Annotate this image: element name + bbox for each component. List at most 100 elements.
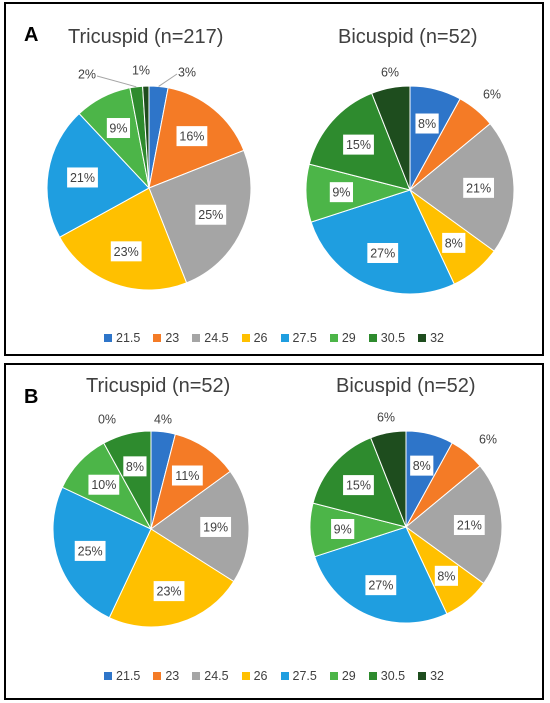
legend-item: 21.5 — [104, 669, 140, 683]
label-box — [74, 540, 106, 561]
legend-label: 21.5 — [116, 331, 141, 345]
legend-item: 24.5 — [192, 331, 229, 345]
slice-label: 8% — [123, 456, 147, 477]
label-box — [67, 167, 98, 188]
slice-label: 16% — [176, 126, 208, 147]
legend-swatch — [368, 672, 377, 680]
legend-swatch — [153, 672, 162, 680]
data-label: 10% — [91, 478, 116, 492]
panel-letter: B — [24, 386, 39, 408]
legend-swatch — [418, 334, 427, 342]
slice-label: 25% — [74, 540, 106, 561]
data-label: 2% — [78, 68, 96, 82]
label-box — [195, 204, 227, 225]
label-box — [171, 465, 203, 486]
legend-swatch — [241, 672, 250, 680]
slice-label: 6% — [479, 433, 497, 447]
slice-label: 19% — [200, 516, 232, 537]
label-box — [200, 516, 232, 537]
data-label: 15% — [346, 479, 371, 493]
pie-slice-32 — [142, 85, 150, 189]
data-label: 8% — [418, 117, 436, 131]
data-label: 19% — [203, 520, 228, 534]
legend-label: 26 — [253, 331, 268, 345]
pie-slice-27-5 — [310, 189, 455, 295]
slice-label: 0% — [98, 413, 116, 427]
label-box — [434, 565, 458, 586]
legend-item: 30.5 — [368, 669, 405, 683]
legend-label: 29 — [341, 669, 356, 683]
data-label: 6% — [483, 88, 501, 102]
label-box — [367, 242, 399, 263]
pie-slice-26 — [58, 187, 188, 291]
slice-label: 11% — [171, 465, 203, 486]
slice-label: 4% — [154, 413, 172, 427]
legend-swatch — [418, 672, 427, 680]
slice-label: 6% — [377, 411, 395, 425]
data-label: 6% — [377, 411, 395, 425]
pie-slice-27-5 — [314, 526, 448, 624]
legend-label: 27.5 — [292, 331, 317, 345]
pie-slice-32 — [371, 85, 411, 191]
data-label: 15% — [346, 138, 371, 152]
data-label: 1% — [132, 64, 150, 78]
legend-swatch — [104, 672, 112, 680]
legend-label: 32 — [430, 669, 444, 683]
data-label: 11% — [175, 469, 199, 483]
chart-title: Tricuspid (n=217) — [68, 26, 224, 48]
label-box — [442, 232, 466, 253]
slice-label: 9% — [106, 118, 131, 139]
slice-label: 8% — [442, 232, 466, 253]
slice-label: 25% — [195, 204, 227, 225]
data-label: 25% — [78, 544, 103, 558]
label-box — [110, 241, 142, 262]
chart-title: Tricuspid (n=52) — [86, 375, 231, 397]
pie-slice-30-5 — [103, 430, 152, 530]
data-label: 21% — [457, 519, 482, 533]
panel-b: B Tricuspid (n=52) Bicuspid (n=52) 4% 11%… — [4, 363, 544, 700]
legend-item: 27.5 — [280, 331, 317, 345]
legend-label: 21.5 — [116, 669, 141, 683]
slice-label: 15% — [343, 134, 374, 155]
legend-swatch — [329, 672, 338, 680]
label-box — [343, 134, 374, 155]
legend-label: 26 — [253, 669, 268, 683]
slice-label: 15% — [343, 475, 374, 496]
legend: 21.5 23 24.5 26 27.5 29 30.5 32 — [6, 669, 542, 683]
panel-letter: A — [24, 24, 39, 46]
legend-item: 32 — [418, 669, 444, 683]
label-box — [410, 455, 434, 476]
legend-swatch — [192, 334, 201, 342]
pie-chart-tricuspid-a: 3% 16% 25% 23% 21% 9% 2% 1% — [46, 64, 252, 291]
data-label: 8% — [437, 569, 455, 583]
pie-slice-27-5 — [46, 112, 150, 238]
slice-label: 8% — [415, 113, 439, 134]
slice-label: 6% — [483, 88, 501, 102]
data-label: 6% — [381, 66, 399, 80]
slice-label: 27% — [367, 242, 399, 263]
label-box — [331, 518, 355, 539]
data-label: 6% — [479, 433, 497, 447]
slice-label: 3% — [158, 66, 196, 87]
data-label: 25% — [198, 208, 223, 222]
pie-slice-24-5 — [150, 470, 250, 583]
legend-label: 24.5 — [204, 331, 229, 345]
slice-label: 21% — [67, 167, 98, 188]
slice-label: 10% — [88, 474, 120, 495]
legend-item: 29 — [329, 331, 356, 345]
data-label: 3% — [178, 66, 196, 80]
legend-label: 30.5 — [380, 331, 406, 345]
legend-item: 21.5 — [104, 331, 140, 345]
data-label: 0% — [98, 413, 116, 427]
slice-label: 21% — [453, 515, 485, 536]
legend-label: 23 — [165, 669, 180, 683]
label-box — [463, 177, 495, 198]
pie-slice-24-5 — [409, 123, 515, 252]
slice-label: 23% — [110, 241, 142, 262]
pie-slice-32 — [370, 430, 407, 528]
data-label: 9% — [109, 122, 127, 136]
data-label: 8% — [445, 236, 463, 250]
legend-swatch — [280, 672, 289, 680]
data-label: 16% — [179, 130, 204, 144]
legend-item: 29 — [329, 669, 356, 683]
